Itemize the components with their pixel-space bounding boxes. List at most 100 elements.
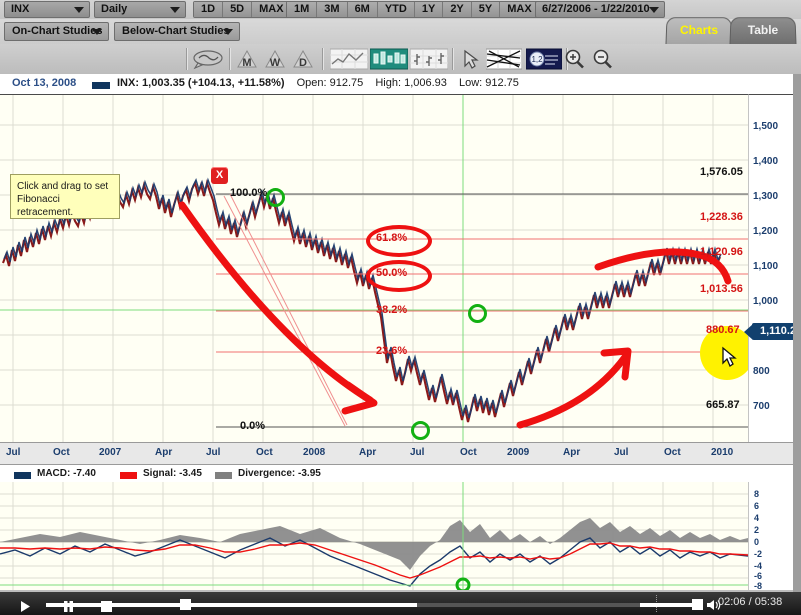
price-tick-1200: 1,200: [753, 226, 779, 237]
range-button-2y[interactable]: 2Y: [443, 2, 472, 17]
range-button-1y[interactable]: 1Y: [414, 2, 444, 17]
macd-legend-divergence: Divergence: -3.95: [238, 468, 321, 479]
date-tick-8: Jul: [410, 447, 425, 458]
date-range-select[interactable]: 6/27/2006 - 1/22/2010: [535, 1, 665, 18]
zoom-in-icon[interactable]: [562, 48, 588, 70]
date-tick-14: 2010: [711, 447, 734, 458]
vertical-scrollbar[interactable]: [793, 74, 801, 592]
fib-anchor-low-handle[interactable]: [411, 421, 430, 440]
date-tick-2: 2007: [99, 447, 122, 458]
annotation-icon[interactable]: 1,2: [525, 48, 563, 70]
chevron-down-icon: [170, 7, 180, 13]
candlestick-chart-icon[interactable]: [369, 48, 409, 70]
toolbar-divider: [322, 48, 324, 70]
range-button-max[interactable]: MAX: [500, 2, 539, 17]
quote-high: High: 1,006.93: [375, 77, 447, 89]
series-color-swatch: [92, 82, 110, 89]
macd-tick-0: 0: [754, 537, 760, 547]
daily-icon[interactable]: D: [292, 48, 314, 70]
date-tick-11: Apr: [563, 447, 581, 458]
chevron-down-icon: [223, 29, 233, 35]
below-chart-studies-button[interactable]: Below-Chart Studies: [114, 22, 240, 41]
price-badge-pointer-icon: [744, 324, 753, 340]
date-tick-10: 2009: [507, 447, 530, 458]
date-tick-13: Oct: [664, 447, 681, 458]
symbol-select[interactable]: INX: [4, 1, 90, 18]
chevron-down-icon: [649, 7, 659, 13]
volume-knob[interactable]: [692, 599, 703, 610]
svg-text:M: M: [242, 57, 251, 69]
macd-tick-neg8: -8: [754, 581, 763, 591]
bar-chart-icon[interactable]: [409, 48, 449, 70]
date-tick-7: Apr: [359, 447, 377, 458]
progress-fill: [46, 603, 417, 607]
date-tick-4: Jul: [206, 447, 221, 458]
toolbar-divider: [229, 48, 231, 70]
fibonacci-tooltip: Click and drag to set Fibonacci retracem…: [10, 174, 120, 219]
range-button-max-intraday[interactable]: MAX: [252, 2, 291, 17]
date-tick-0: Jul: [6, 447, 21, 458]
range-button-5y[interactable]: 5Y: [471, 2, 501, 17]
price-tick-1000: 1,000: [753, 296, 779, 307]
macd-axis: 8 6 4 2 0 -2 -4 -6 -8: [748, 482, 794, 591]
chart-area: Oct 13, 2008 INX: 1,003.35 (+104.13, +11…: [0, 74, 801, 592]
range-button-3m[interactable]: 3M: [317, 2, 348, 17]
fib-anchor-high-handle[interactable]: [266, 188, 285, 207]
macd-legend-signal: Signal: -3.45: [143, 468, 202, 479]
on-chart-studies-button[interactable]: On-Chart Studies: [4, 22, 109, 41]
fib-label-236: 23.6%: [376, 345, 408, 357]
fib-label-000: 0.0%: [240, 420, 266, 432]
monthly-icon[interactable]: M: [236, 48, 258, 70]
macd-tick-6: 6: [754, 501, 760, 511]
range-button-6m[interactable]: 6M: [347, 2, 378, 17]
price-plot[interactable]: MARKETCLUB 100.0% 61.8% 50.0% 38.2% 23.6…: [0, 94, 748, 443]
range-button-1m[interactable]: 1M: [287, 2, 318, 17]
pointer-icon[interactable]: [458, 48, 482, 70]
delete-drawing-button[interactable]: X: [211, 167, 228, 184]
video-player-controls: 02:06 / 05:38: [0, 592, 801, 615]
price-tick-1500: 1,500: [753, 121, 779, 132]
volume-track[interactable]: [640, 603, 700, 607]
divergence-swatch: [215, 472, 232, 479]
date-axis: Jul Oct 2007 Apr Jul Oct 2008 Apr Jul Oc…: [0, 442, 748, 465]
macd-tick-8: 8: [754, 489, 760, 499]
date-tick-12: Jul: [614, 447, 629, 458]
last-price-badge: 1,110.22: [752, 323, 801, 340]
svg-text:W: W: [270, 57, 281, 69]
volume-icon[interactable]: [707, 598, 721, 615]
stop-button[interactable]: [101, 599, 112, 615]
play-button[interactable]: [20, 599, 31, 615]
fib-price-236: 880.67: [706, 324, 740, 336]
period-select[interactable]: Daily: [94, 1, 186, 18]
macd-plot[interactable]: [0, 482, 748, 590]
quote-header: Oct 13, 2008 INX: 1,003.35 (+104.13, +11…: [0, 74, 801, 94]
fib-label-382: 38.2%: [376, 304, 408, 316]
macd-swatch: [14, 472, 31, 479]
fib-price-100: 1,576.05: [700, 166, 743, 178]
price-tick-1100: 1,100: [753, 261, 779, 272]
price-tick-800: 800: [753, 366, 770, 377]
svg-text:1,2: 1,2: [531, 55, 543, 64]
trendline-icon[interactable]: [485, 48, 523, 70]
price-axis: 1,500 1,400 1,300 1,200 1,100 1,000 900 …: [748, 94, 794, 443]
cloud-tool-icon[interactable]: [192, 48, 224, 70]
range-button-5d[interactable]: 5D: [223, 2, 253, 17]
chevron-down-icon: [92, 29, 102, 35]
zoom-out-icon[interactable]: [590, 48, 616, 70]
drawing-tools-toolbar: M W D 1,2: [0, 44, 801, 75]
line-chart-icon[interactable]: [329, 48, 369, 70]
macd-legend-macd: MACD: -7.40: [37, 468, 96, 479]
price-tick-1300: 1,300: [753, 191, 779, 202]
range-button-ytd[interactable]: YTD: [377, 2, 415, 17]
date-tick-3: Apr: [155, 447, 173, 458]
tab-charts[interactable]: Charts: [665, 17, 733, 45]
progress-knob[interactable]: [180, 599, 191, 610]
fib-price-382: 1,013.56: [700, 283, 743, 295]
tab-table[interactable]: Table: [729, 17, 797, 45]
pause-button[interactable]: [63, 599, 74, 615]
weekly-icon[interactable]: W: [264, 48, 286, 70]
macd-tick-4: 4: [754, 513, 760, 523]
primary-toolbar: INX Daily 1D 5D MAX 1M 3M 6M YTD 1Y 2Y 5…: [0, 0, 801, 20]
range-button-1d[interactable]: 1D: [194, 2, 224, 17]
